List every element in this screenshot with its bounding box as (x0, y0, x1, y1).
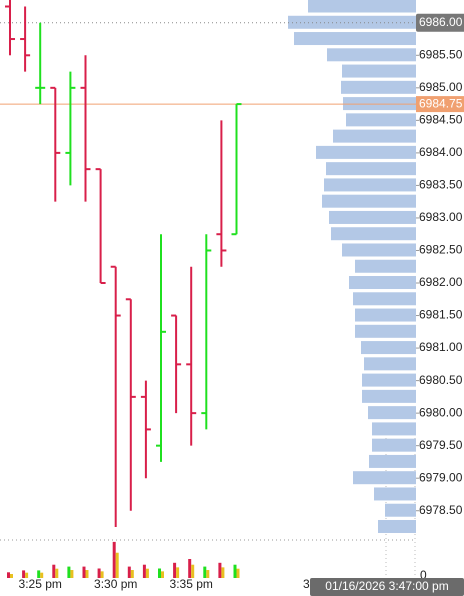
volume-bar (203, 566, 207, 578)
profile-bar (308, 0, 416, 13)
profile-bar (327, 48, 416, 62)
y-tick-label: 6983.50 (419, 178, 463, 192)
volume-bar (158, 568, 161, 578)
profile-bar (355, 259, 416, 273)
volume-bar-alt (115, 552, 119, 578)
profile-bar (324, 178, 416, 192)
volume-bar-alt (55, 568, 59, 578)
profile-bar (341, 80, 416, 94)
profile-bar (361, 341, 416, 355)
profile-bar (355, 324, 416, 338)
volume-bar-alt (191, 564, 195, 578)
volume-bar (52, 564, 56, 578)
volume-bar (218, 562, 222, 578)
profile-bar (329, 210, 416, 224)
volume-bar-alt (10, 574, 13, 578)
profile-bar (333, 129, 416, 143)
volume-bar-alt (176, 567, 180, 578)
y-tick-label: 6984.50 (419, 113, 463, 127)
y-tick-label: 6978.50 (419, 503, 463, 517)
profile-bar (326, 162, 416, 176)
y-tick-label: 6982.00 (419, 275, 463, 289)
profile-bar (362, 389, 416, 403)
volume-bar-alt (161, 571, 164, 578)
volume-bar-alt (40, 572, 44, 578)
profile-bar (385, 503, 416, 517)
profile-bar (322, 194, 416, 208)
y-tick-label: 6981.00 (419, 340, 463, 354)
profile-bar (294, 32, 416, 46)
volume-bar (82, 566, 86, 578)
volume-bar (188, 559, 192, 578)
volume-bar-alt (236, 568, 240, 578)
volume-bar-alt (130, 570, 134, 578)
volume-bar (127, 566, 131, 578)
volume-bar (233, 564, 237, 578)
volume-bar (7, 572, 10, 578)
cursor-time-label: 01/16/2026 3:47:00 pm (325, 579, 448, 593)
cursor-price-label: 6986.00 (419, 15, 463, 29)
volume-bar-alt (100, 571, 104, 578)
profile-bar (346, 113, 416, 127)
y-tick-label: 6979.00 (419, 470, 463, 484)
profile-bar (362, 373, 416, 387)
volume-bar (142, 564, 146, 578)
y-tick-label: 6980.00 (419, 405, 463, 419)
y-tick-label: 6983.00 (419, 210, 463, 224)
profile-bar (342, 243, 416, 257)
volume-tick-label: 0 (420, 568, 427, 582)
x-tick-label: 3:35 pm (170, 577, 213, 591)
volume-bar-alt (25, 572, 29, 578)
x-tick-label: 3:25 pm (19, 577, 62, 591)
y-tick-label: 6981.50 (419, 308, 463, 322)
volume-bar-alt (85, 570, 89, 578)
volume-bar (97, 568, 101, 578)
profile-bar (316, 145, 416, 159)
profile-bar (353, 471, 416, 485)
volume-bar-alt (70, 570, 74, 578)
volume-bar (112, 541, 116, 578)
y-tick-label: 6980.50 (419, 373, 463, 387)
profile-bar (353, 292, 416, 306)
y-tick-label: 6985.50 (419, 47, 463, 61)
profile-bar (342, 64, 416, 78)
profile-bar (355, 308, 416, 322)
profile-bar (369, 454, 416, 468)
cursor-time-box (310, 578, 464, 596)
volume-bar (22, 570, 26, 578)
profile-bar (368, 406, 416, 420)
profile-bar (331, 227, 416, 241)
volume-bar (173, 562, 177, 578)
volume-bar (37, 570, 41, 578)
volume-bar (67, 566, 71, 578)
x-tick-fragment: 3: (303, 577, 313, 591)
profile-bar (364, 357, 416, 371)
y-tick-label: 6982.50 (419, 243, 463, 257)
profile-bar (349, 276, 416, 290)
profile-bar (374, 487, 416, 501)
cursor-price-box (416, 13, 464, 32)
profile-bar (372, 438, 416, 452)
last-price-label: 6984.75 (419, 96, 463, 110)
y-tick-label: 6985.00 (419, 80, 463, 94)
y-tick-label: 6984.00 (419, 145, 463, 159)
profile-bar (372, 422, 416, 436)
profile-bar (378, 519, 416, 533)
volume-bar-alt (145, 568, 149, 578)
last-price-box (416, 96, 464, 113)
x-tick-label: 3:30 pm (94, 577, 137, 591)
y-tick-label: 6979.50 (419, 438, 463, 452)
volume-bar-alt (206, 570, 210, 578)
volume-bar-alt (221, 567, 225, 578)
